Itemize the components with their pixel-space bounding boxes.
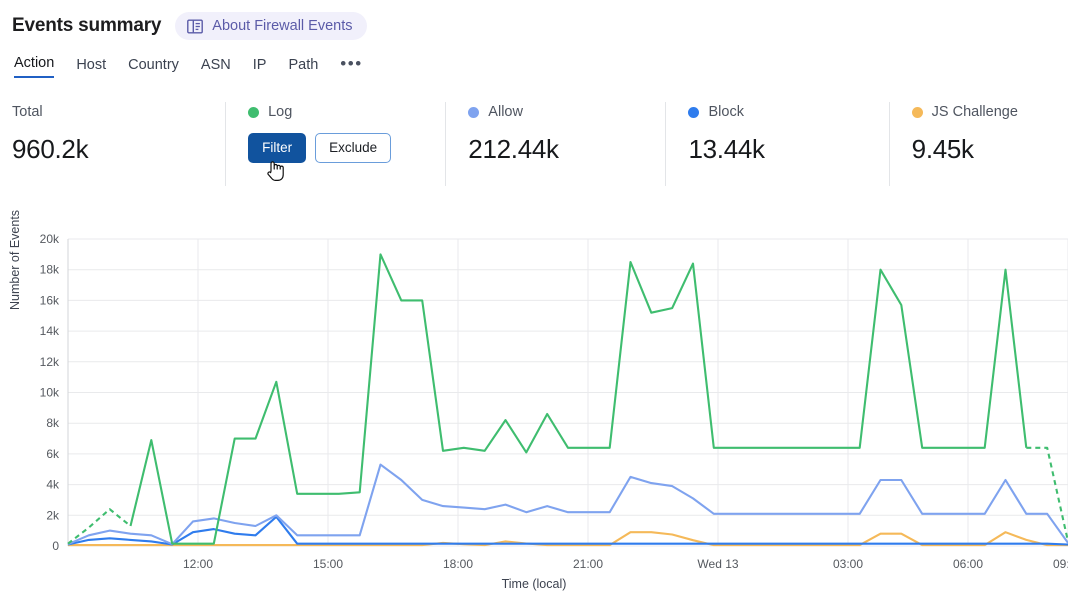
chart-x-tick-label: 21:00 (573, 557, 603, 571)
stat-block: Block 13.44k (665, 102, 888, 186)
chart-y-tick-label: 18k (40, 263, 60, 277)
stats-strip: Total 960.2k Log Filter Exclude Allow 21… (0, 102, 1068, 186)
chart-series-line-block (67, 515, 1068, 546)
chart-y-tick-label: 0 (52, 539, 59, 553)
chart-x-tick-label: 09:00 (1053, 557, 1068, 571)
chart-series-line-allow (67, 463, 1068, 546)
legend-dot-allow (468, 106, 480, 118)
chart-y-tick-label: 14k (40, 324, 60, 338)
stat-block-label: Block (708, 104, 744, 120)
chart-series-line-log (129, 253, 1028, 545)
exclude-button[interactable]: Exclude (315, 133, 392, 163)
stat-total-value: 960.2k (12, 134, 89, 164)
stat-log: Log Filter Exclude (225, 102, 445, 186)
chart-x-tick-label: 15:00 (313, 557, 343, 571)
about-firewall-events-pill[interactable]: About Firewall Events (175, 12, 367, 40)
chart-svg: 20k 18k 16k 14k 12k 10k 8k 6k 4k 2k 0 12:00 15:00 18:… (40, 232, 1068, 571)
chart-y-tick-label: 20k (40, 232, 60, 246)
stat-allow-label: Allow (488, 104, 523, 120)
tab-country[interactable]: Country (128, 56, 179, 73)
stat-allow: Allow 212.44k (445, 102, 665, 186)
stat-js-head: JS Challenge (911, 102, 1050, 122)
chart-series-line-log-dashed-tail (1026, 446, 1068, 542)
page-header: Events summary About Firewall Events (0, 0, 1068, 40)
chart-y-axis-title: Number of Events (8, 209, 22, 310)
stat-js-challenge: JS Challenge 9.45k (888, 102, 1068, 186)
tab-ip[interactable]: IP (252, 56, 267, 73)
chart-series-line-log-dashed-lead (67, 508, 132, 545)
book-icon-svg (187, 19, 204, 34)
chart-x-tick-label: 18:00 (443, 557, 473, 571)
stat-log-head: Log (248, 102, 427, 122)
stat-total-head: Total (12, 102, 207, 122)
stat-log-actions: Filter Exclude (248, 133, 427, 163)
stat-js-value: 9.45k (911, 134, 974, 164)
chart-y-tick-label: 8k (46, 416, 60, 430)
filter-button[interactable]: Filter (248, 133, 307, 163)
tab-action[interactable]: Action (14, 55, 55, 78)
legend-dot-block (688, 106, 700, 118)
chart-x-tick-label: 12:00 (183, 557, 213, 571)
chart-y-tick-label: 6k (46, 447, 60, 461)
tab-host[interactable]: Host (76, 56, 107, 73)
stat-allow-head: Allow (468, 102, 647, 122)
tab-path[interactable]: Path (288, 56, 319, 73)
book-icon (187, 19, 204, 34)
chart-x-tick-label: Wed 13 (697, 557, 738, 571)
chart-y-tick-label: 16k (40, 293, 60, 307)
chart-y-tick-label: 4k (46, 478, 60, 492)
stat-js-label: JS Challenge (931, 104, 1018, 120)
chart-y-tick-label: 12k (40, 355, 60, 369)
stat-block-head: Block (688, 102, 870, 122)
stat-allow-value: 212.44k (468, 134, 559, 164)
dimension-tabs: Action Host Country ASN IP Path ••• (0, 40, 1068, 78)
tab-overflow-menu-icon[interactable]: ••• (340, 54, 363, 73)
legend-dot-js-challenge (911, 106, 923, 118)
stat-total-label: Total (12, 104, 43, 120)
chart-x-tick-label: 06:00 (953, 557, 983, 571)
events-timeseries-chart: 20k 18k 16k 14k 12k 10k 8k 6k 4k 2k 0 12:00 15:00 18:… (0, 215, 1068, 598)
about-firewall-events-label: About Firewall Events (212, 18, 353, 34)
stat-block-value: 13.44k (688, 134, 765, 164)
page-title: Events summary (12, 15, 162, 36)
stat-log-label: Log (268, 104, 293, 120)
tab-asn[interactable]: ASN (200, 56, 231, 73)
legend-dot-log (248, 106, 260, 118)
chart-y-tick-label: 10k (40, 386, 60, 400)
chart-series-line-js-challenge (68, 531, 1068, 547)
chart-x-tick-label: 03:00 (833, 557, 863, 571)
chart-x-axis-title: Time (local) (501, 577, 567, 591)
chart-y-tick-label: 2k (46, 508, 60, 522)
stat-total: Total 960.2k (12, 102, 225, 186)
